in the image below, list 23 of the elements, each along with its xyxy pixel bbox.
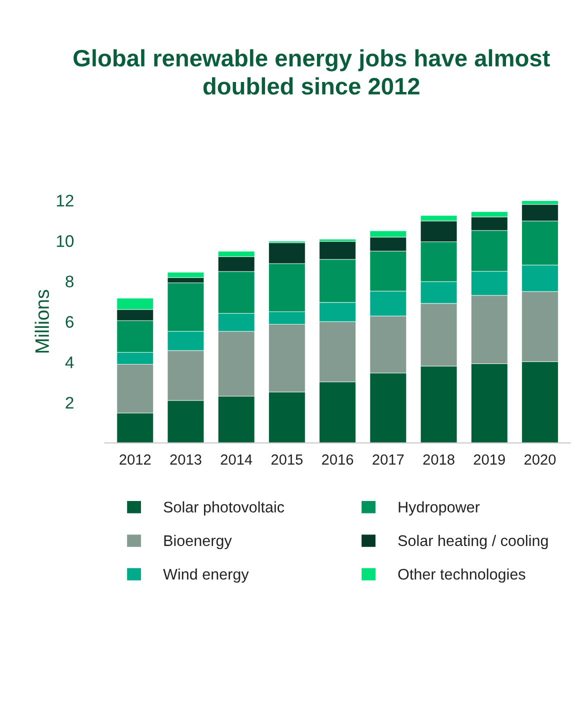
x-tick-label: 2015	[271, 454, 303, 465]
y-axis-title: Millions	[34, 290, 50, 352]
x-tick-label: 2017	[372, 454, 404, 465]
y-tick-label: 4	[65, 356, 74, 368]
y-tick-label: 10	[56, 235, 74, 247]
x-tick-label: 2019	[474, 454, 505, 465]
x-tick-label: 2014	[220, 454, 252, 465]
chart-title: Global renewable energy jobs have almost doubled since 2012	[74, 49, 550, 95]
x-tick-label: 2016	[322, 454, 354, 465]
legend-label: Bioenergy	[164, 534, 232, 550]
y-tick-label: 8	[66, 276, 74, 288]
y-tick-label: 2	[66, 396, 74, 409]
legend-label: Solar photovoltaic	[164, 501, 284, 516]
legend-label: Other technologies	[398, 568, 526, 583]
y-tick-label: 6	[66, 316, 74, 328]
y-tick-label: 12	[56, 194, 74, 206]
x-tick-label: 2012	[120, 454, 151, 465]
legend-label: Wind energy	[163, 568, 249, 583]
x-tick-label: 2018	[423, 454, 454, 465]
x-tick-label: 2020	[524, 454, 556, 465]
legend-label: Solar heating / cooling	[398, 534, 548, 550]
x-tick-label: 2013	[170, 454, 202, 465]
legend-label: Hydropower	[398, 501, 480, 516]
